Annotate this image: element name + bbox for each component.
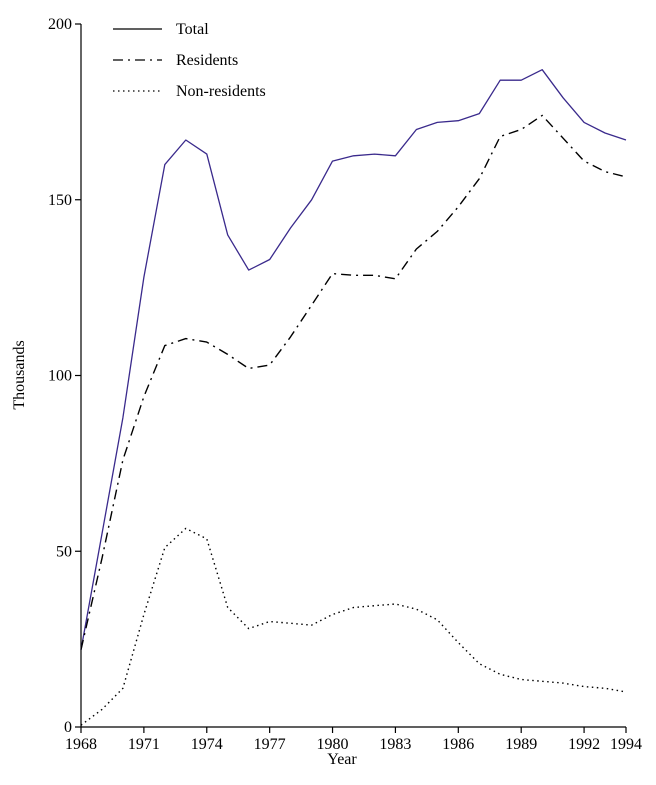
axes [80, 24, 626, 728]
series-line-non-residents [80, 527, 627, 726]
x-tick-label: 1983 [379, 736, 411, 753]
x-tick-label: 1980 [317, 736, 349, 753]
legend-label-non-residents: Non-residents [176, 83, 266, 100]
y-tick-label: 0 [64, 719, 72, 736]
x-tick-label: 1974 [191, 736, 223, 753]
x-tick-label: 1986 [442, 736, 474, 753]
y-ticks: 0 50 100 150 200 [48, 16, 81, 736]
x-tick-label: 1971 [128, 736, 160, 753]
y-tick-label: 50 [56, 543, 72, 560]
x-tick-label: 1977 [254, 736, 286, 753]
x-tick-label: 1992 [568, 736, 600, 753]
x-tick-label: 1994 [610, 736, 642, 753]
legend-label-total: Total [176, 21, 209, 38]
series-group [80, 69, 627, 726]
series-line-total [80, 69, 627, 650]
legend: Total Residents Non-residents [113, 21, 266, 100]
x-tick-label: 1968 [65, 736, 97, 753]
x-tick-label: 1989 [505, 736, 537, 753]
y-axis-title: Thousands [11, 340, 28, 409]
y-tick-label: 200 [48, 16, 72, 33]
x-axis-title: Year [327, 751, 357, 768]
y-tick-label: 150 [48, 192, 72, 209]
x-ticks: 1968 1971 1974 1977 1980 1983 1986 1989 1992 1994 [65, 727, 642, 753]
y-tick-label: 100 [48, 368, 72, 385]
series-line-residents [80, 114, 627, 650]
legend-label-residents: Residents [176, 52, 238, 69]
